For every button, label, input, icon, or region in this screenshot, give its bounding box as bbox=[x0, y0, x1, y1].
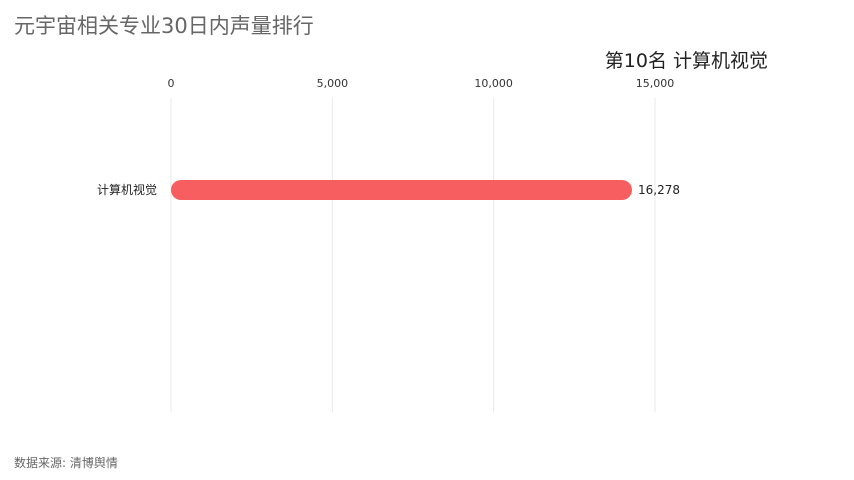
value-label: 16,278 bbox=[638, 183, 680, 197]
x-tick-label: 0 bbox=[168, 77, 175, 90]
page-title: 元宇宙相关专业30日内声量排行 bbox=[14, 14, 314, 38]
category-label: 计算机视觉 bbox=[97, 182, 157, 197]
x-tick-label: 5,000 bbox=[317, 77, 349, 90]
bars: 计算机视觉 16,278 bbox=[97, 180, 680, 200]
x-axis-ticks: 0 5,000 10,000 15,000 bbox=[168, 77, 675, 90]
gridlines bbox=[170, 98, 656, 412]
source-note: 数据来源: 清博舆情 bbox=[14, 456, 118, 470]
x-tick-label: 15,000 bbox=[636, 77, 675, 90]
x-tick-label: 10,000 bbox=[474, 77, 513, 90]
bar bbox=[171, 180, 632, 200]
rank-label: 第10名 计算机视觉 bbox=[604, 50, 768, 72]
